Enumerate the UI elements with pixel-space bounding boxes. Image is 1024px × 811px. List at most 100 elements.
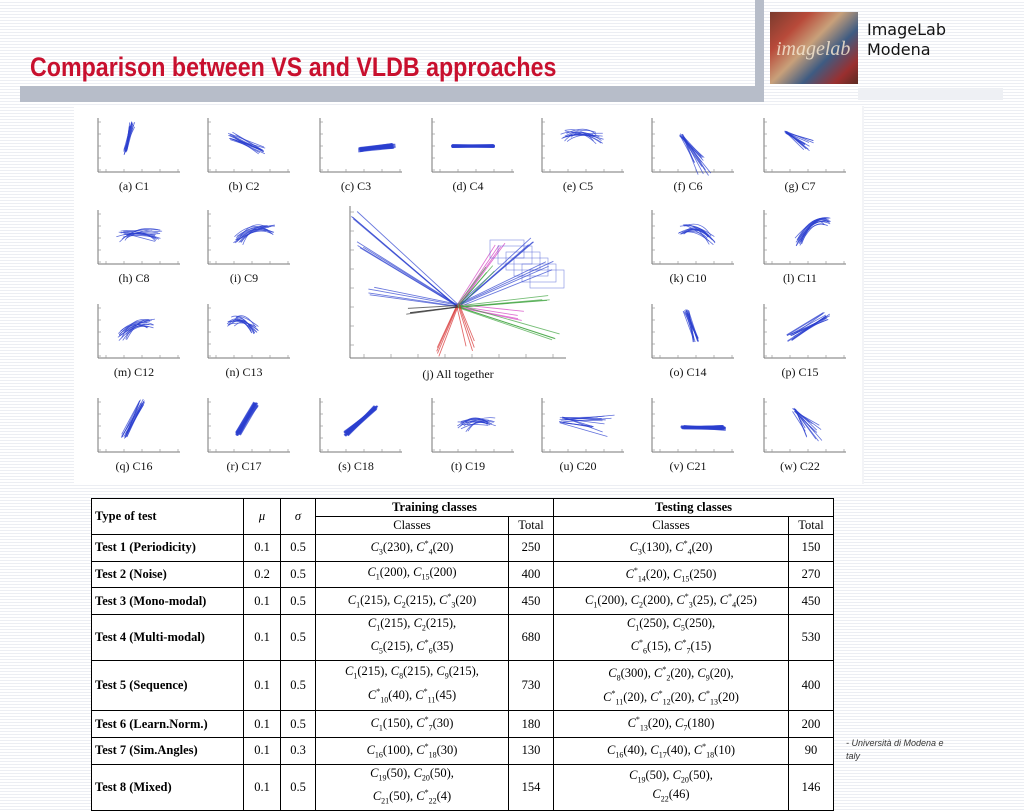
- center-trajectory: [459, 266, 493, 306]
- header-divider: [755, 0, 764, 102]
- imagelab-logo: imagelab: [770, 12, 858, 84]
- header-type: Type of test: [92, 499, 244, 535]
- train-classes-cell: C1(215), C8(215), C9(215),C*10(40), C*11…: [316, 661, 509, 711]
- train-total-cell: 680: [509, 614, 554, 660]
- trajectory-line: [236, 403, 257, 434]
- center-trajectory: [439, 307, 458, 356]
- sigma-cell: 0.5: [281, 661, 316, 711]
- header-train-total: Total: [509, 517, 554, 535]
- trajectory-line: [121, 402, 144, 437]
- test-total-cell: 400: [789, 661, 834, 711]
- trajectory-line: [795, 409, 816, 430]
- train-classes-cell: C19(50), C20(50),C21(50), C*22(4): [316, 764, 509, 810]
- mu-cell: 0.1: [244, 588, 281, 615]
- panel-caption: (l) C11: [783, 271, 817, 285]
- test-total-cell: 200: [789, 711, 834, 738]
- footer-line1: - Università di Modena e: [846, 737, 944, 750]
- center-trajectory: [357, 212, 458, 305]
- panel-caption: (q) C16: [116, 459, 153, 473]
- test-total-cell: 150: [789, 535, 834, 562]
- slide-title: Comparison between VS and VLDB approache…: [30, 52, 556, 83]
- sigma-cell: 0.5: [281, 535, 316, 562]
- train-total-cell: 450: [509, 588, 554, 615]
- panel-caption: (u) C20: [560, 459, 597, 473]
- test-name-cell: Test 2 (Noise): [92, 561, 244, 588]
- test-total-cell: 270: [789, 561, 834, 588]
- trajectory-figure-svg: (a) C1(b) C2(c) C3(d) C4(e) C5(f) C6(g) …: [74, 106, 862, 484]
- panel-caption: (c) C3: [341, 179, 371, 193]
- header-train-classes: Classes: [316, 517, 509, 535]
- panel-caption: (n) C13: [226, 365, 263, 379]
- header-test-classes: Classes: [554, 517, 789, 535]
- footer-text: - Università di Modena e taly: [846, 737, 944, 763]
- center-trajectory: [458, 307, 556, 339]
- test-classes-cell: C1(200), C2(200), C*3(25), C*4(25): [554, 588, 789, 615]
- mu-cell: 0.1: [244, 535, 281, 562]
- trajectory-line: [124, 122, 131, 154]
- logo-caption: ImageLab Modena: [867, 20, 946, 60]
- train-classes-cell: C1(215), C2(215),C5(215), C*6(35): [316, 614, 509, 660]
- sigma-cell: 0.5: [281, 711, 316, 738]
- sigma-cell: 0.3: [281, 738, 316, 765]
- panel-caption: (f) C6: [674, 179, 703, 193]
- trajectory-line: [233, 136, 259, 154]
- header-mu: μ: [244, 499, 281, 535]
- train-classes-cell: C1(215), C2(215), C*3(20): [316, 588, 509, 615]
- test-name-cell: Test 8 (Mixed): [92, 764, 244, 810]
- center-trajectory: [437, 306, 457, 353]
- train-total-cell: 400: [509, 561, 554, 588]
- test-classes-cell: C8(300), C*2(20), C9(20),C*11(20), C*12(…: [554, 661, 789, 711]
- test-name-cell: Test 6 (Learn.Norm.): [92, 711, 244, 738]
- panel-caption: (p) C15: [782, 365, 819, 379]
- center-trajectory: [458, 247, 501, 307]
- panel-caption: (o) C14: [670, 365, 707, 379]
- panel-caption: (w) C22: [780, 459, 820, 473]
- trajectory-figure: (a) C1(b) C2(c) C3(d) C4(e) C5(f) C6(g) …: [74, 106, 862, 484]
- test-classes-cell: C*13(20), C7(180): [554, 711, 789, 738]
- header-testing: Testing classes: [554, 499, 834, 517]
- train-total-cell: 250: [509, 535, 554, 562]
- train-classes-cell: C16(100), C*18(30): [316, 738, 509, 765]
- logo-watermark: imagelab: [776, 38, 850, 61]
- trajectory-line: [235, 231, 272, 243]
- test-classes-cell: C*14(20), C15(250): [554, 561, 789, 588]
- panel-caption: (r) C17: [227, 459, 262, 473]
- mu-cell: 0.2: [244, 561, 281, 588]
- trajectory-line: [791, 315, 826, 334]
- train-total-cell: 180: [509, 711, 554, 738]
- center-trajectory: [351, 216, 456, 306]
- mu-cell: 0.1: [244, 661, 281, 711]
- test-name-cell: Test 4 (Multi-modal): [92, 614, 244, 660]
- panel-caption: (e) C5: [563, 179, 593, 193]
- test-total-cell: 146: [789, 764, 834, 810]
- trajectory-line: [790, 318, 826, 335]
- center-trajectory: [358, 246, 458, 306]
- mu-cell: 0.1: [244, 764, 281, 810]
- title-underline-bar: [20, 86, 755, 102]
- sigma-cell: 0.5: [281, 764, 316, 810]
- test-classes-cell: C16(40), C17(40), C*18(10): [554, 738, 789, 765]
- header-test-total: Total: [789, 517, 834, 535]
- header-strip: [858, 88, 1003, 100]
- panel-caption: (a) C1: [119, 179, 149, 193]
- panel-caption: (t) C19: [451, 459, 485, 473]
- panel-caption: (h) C8: [119, 271, 150, 285]
- test-total-cell: 530: [789, 614, 834, 660]
- trajectory-line: [792, 314, 830, 341]
- test-name-cell: Test 3 (Mono-modal): [92, 588, 244, 615]
- tests-table: Type of test μ σ Training classes Testin…: [91, 498, 834, 811]
- center-trajectory: [457, 307, 552, 340]
- test-classes-cell: C1(250), C5(250),C*6(15), C*7(15): [554, 614, 789, 660]
- test-name-cell: Test 7 (Sim.Angles): [92, 738, 244, 765]
- test-classes-cell: C19(50), C20(50),C22(46): [554, 764, 789, 810]
- center-trajectory: [458, 300, 547, 307]
- sigma-cell: 0.5: [281, 614, 316, 660]
